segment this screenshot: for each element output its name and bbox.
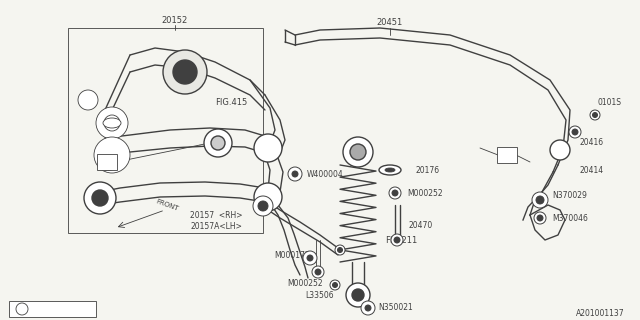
Circle shape [16, 303, 28, 315]
Text: 20451: 20451 [377, 18, 403, 27]
Circle shape [532, 192, 548, 208]
FancyBboxPatch shape [9, 301, 96, 317]
Circle shape [253, 196, 273, 216]
Text: 20157  <RH>: 20157 <RH> [190, 211, 243, 220]
Circle shape [104, 115, 120, 131]
Text: A: A [104, 157, 110, 166]
Text: 1: 1 [86, 95, 90, 105]
Ellipse shape [379, 165, 401, 175]
Text: 20176: 20176 [415, 165, 439, 174]
Circle shape [307, 255, 313, 261]
Circle shape [534, 212, 546, 224]
Text: N350021: N350021 [378, 303, 413, 313]
Circle shape [204, 129, 232, 157]
Circle shape [303, 251, 317, 265]
Text: M370046: M370046 [552, 213, 588, 222]
Ellipse shape [100, 162, 116, 171]
Circle shape [254, 134, 282, 162]
Text: 0101S: 0101S [598, 98, 622, 107]
Bar [68, 28, 263, 233]
Circle shape [389, 187, 401, 199]
FancyBboxPatch shape [497, 147, 517, 163]
Circle shape [536, 196, 544, 204]
Text: M000252: M000252 [287, 278, 323, 287]
Text: A: A [504, 150, 510, 159]
Text: 20176B: 20176B [50, 305, 86, 314]
Circle shape [352, 289, 364, 301]
Text: N370029: N370029 [552, 190, 587, 199]
Circle shape [343, 137, 373, 167]
Circle shape [254, 183, 282, 211]
Circle shape [590, 110, 600, 120]
Text: L33506: L33506 [306, 291, 334, 300]
Circle shape [361, 301, 375, 315]
Text: 20157A<LH>: 20157A<LH> [190, 221, 242, 230]
Text: M000177: M000177 [275, 251, 310, 260]
Circle shape [593, 113, 598, 117]
Circle shape [312, 266, 324, 278]
Circle shape [392, 190, 398, 196]
Circle shape [572, 129, 578, 135]
Circle shape [365, 305, 371, 311]
Circle shape [96, 107, 128, 139]
Text: 20414: 20414 [580, 165, 604, 174]
Text: A201001137: A201001137 [577, 309, 625, 318]
Circle shape [537, 215, 543, 221]
Circle shape [330, 280, 340, 290]
Circle shape [394, 237, 400, 243]
Circle shape [391, 234, 403, 246]
Circle shape [211, 136, 225, 150]
Circle shape [292, 171, 298, 177]
Text: W400004: W400004 [307, 170, 344, 179]
Ellipse shape [103, 118, 121, 128]
Circle shape [163, 50, 207, 94]
Text: FRONT: FRONT [155, 198, 179, 212]
Circle shape [94, 137, 130, 173]
Circle shape [335, 245, 345, 255]
Text: FIG.415: FIG.415 [215, 98, 247, 107]
Text: 20416: 20416 [580, 138, 604, 147]
Text: FIG.211: FIG.211 [385, 236, 417, 244]
Circle shape [258, 201, 268, 211]
Circle shape [315, 269, 321, 275]
Circle shape [92, 190, 108, 206]
Circle shape [84, 182, 116, 214]
Circle shape [337, 247, 342, 252]
Text: M000252: M000252 [407, 188, 443, 197]
Circle shape [569, 126, 581, 138]
Text: 20470: 20470 [408, 220, 432, 229]
Circle shape [350, 144, 366, 160]
Circle shape [550, 140, 570, 160]
Circle shape [78, 90, 98, 110]
Text: 20152: 20152 [162, 15, 188, 25]
Circle shape [288, 167, 302, 181]
Ellipse shape [385, 168, 395, 172]
Text: 1: 1 [20, 307, 24, 311]
Circle shape [173, 60, 197, 84]
Circle shape [346, 283, 370, 307]
Circle shape [333, 283, 337, 287]
FancyBboxPatch shape [97, 154, 117, 170]
